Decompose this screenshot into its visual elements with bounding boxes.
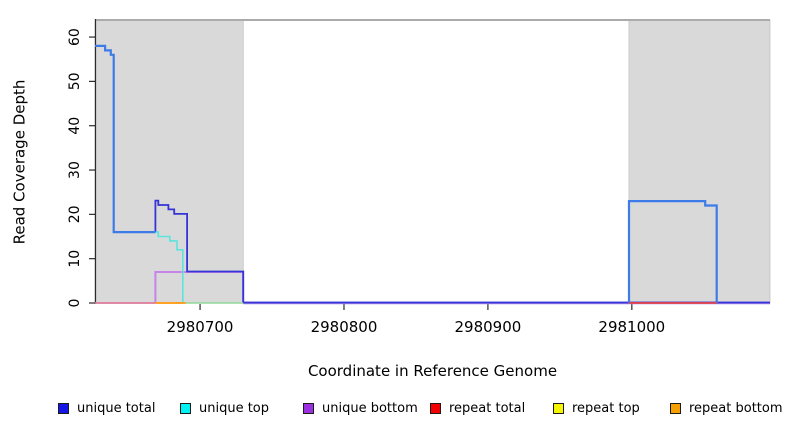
- legend-label: repeat bottom: [689, 400, 783, 416]
- legend-item-unique-bottom: unique bottom: [303, 399, 418, 417]
- legend-item-repeat-top: repeat top: [553, 399, 640, 417]
- legend-label: repeat total: [449, 400, 526, 416]
- y-tick-label: 40: [67, 117, 83, 135]
- series-unique-top-step: [155, 231, 184, 303]
- legend-swatch-icon: [670, 402, 681, 414]
- legend-item-repeat-bottom: repeat bottom: [670, 399, 783, 417]
- legend-swatch-icon: [58, 402, 69, 414]
- legend-swatch-icon: [553, 402, 564, 414]
- y-tick-label: 10: [67, 250, 83, 268]
- legend-swatch-icon: [303, 402, 314, 414]
- y-tick-label: 60: [67, 28, 83, 46]
- y-tick-label: 30: [67, 161, 83, 179]
- y-tick-label: 50: [67, 72, 83, 90]
- x-tick-label: 2981000: [598, 318, 665, 336]
- series-total-coverage-right: [627, 200, 718, 303]
- shaded-region: [94, 19, 244, 304]
- x-tick-label: 2980900: [455, 318, 522, 336]
- x-tick-label: 2980700: [167, 318, 234, 336]
- legend-label: unique bottom: [322, 400, 418, 416]
- legend-label: unique total: [77, 400, 156, 416]
- y-tick-label: 0: [67, 299, 83, 308]
- series-total-coverage-left: [95, 44, 156, 234]
- y-axis-title-text: Read Coverage Depth: [10, 79, 28, 244]
- y-tick-label: 20: [67, 205, 83, 223]
- series-unique-total-step: [154, 199, 770, 304]
- y-axis-title: Read Coverage Depth: [8, 20, 30, 303]
- legend-item-repeat-total: repeat total: [430, 399, 525, 417]
- x-axis-title: Coordinate in Reference Genome: [307, 362, 558, 380]
- legend-swatch-icon: [180, 402, 191, 414]
- legend-item-unique-top: unique top: [180, 399, 269, 417]
- x-tick-label: 2980800: [311, 318, 378, 336]
- legend-label: unique top: [199, 400, 270, 416]
- shaded-region: [628, 19, 771, 304]
- legend: unique total unique top unique bottom repea…: [0, 399, 792, 421]
- legend-item-unique-total: unique total: [58, 399, 155, 417]
- legend-label: repeat top: [572, 400, 640, 416]
- legend-swatch-icon: [430, 402, 441, 414]
